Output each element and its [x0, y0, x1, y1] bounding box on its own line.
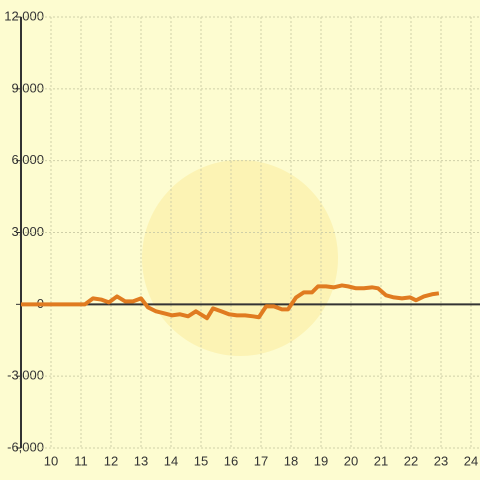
x-tick-label: 13 [134, 453, 148, 468]
x-tick-label: 14 [164, 453, 178, 468]
x-tick-label: 24 [464, 453, 478, 468]
x-tick-label: 10 [44, 453, 58, 468]
x-tick-label: 19 [314, 453, 328, 468]
x-tick-label: 15 [194, 453, 208, 468]
x-tick-label: 11 [74, 453, 88, 468]
x-tick-label: 20 [344, 453, 358, 468]
y-tick-label: -3,000 [7, 368, 44, 383]
y-tick-label: 3,000 [11, 224, 44, 239]
series-line [21, 283, 440, 321]
x-tick-label: 22 [404, 453, 418, 468]
y-tick-label: 9,000 [11, 80, 44, 95]
y-tick-label: 6,000 [11, 152, 44, 167]
x-tick-label: 17 [254, 453, 268, 468]
x-tick-label: 21 [374, 453, 388, 468]
x-tick-label: 16 [224, 453, 238, 468]
y-tick-label: 12,000 [4, 8, 44, 23]
y-tick-label: -6,000 [7, 439, 44, 454]
x-tick-label: 18 [284, 453, 298, 468]
x-tick-label: 23 [434, 453, 448, 468]
x-tick-label: 12 [104, 453, 118, 468]
